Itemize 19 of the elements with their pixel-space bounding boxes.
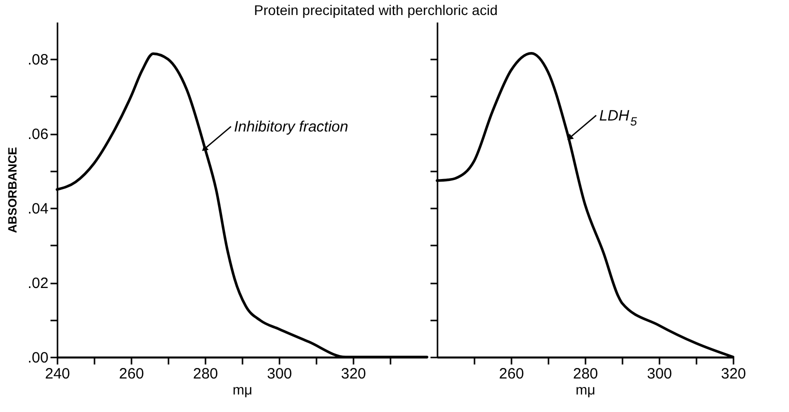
x-tick-label: 260	[498, 366, 524, 382]
x-tick-label: 260	[118, 366, 144, 382]
x-tick-label: 280	[192, 366, 218, 382]
x-tick-label: 300	[266, 366, 292, 382]
annotation: Inhibitory fraction	[234, 118, 348, 136]
y-tick-label: .02	[28, 275, 48, 292]
chart-title: Protein precipitated with perchloric acid	[254, 2, 498, 18]
y-tick-label: .04	[28, 200, 48, 218]
y-axis-title: ABSORBANCE	[6, 146, 20, 234]
x-tick-label: 280	[572, 366, 598, 382]
x-tick-label: 320	[720, 366, 746, 382]
y-tick-label: .00	[28, 350, 48, 366]
x-tick-label: 240	[44, 366, 70, 382]
x-axis-title: mμ	[232, 382, 252, 398]
y-tick-label: .06	[28, 126, 48, 144]
x-tick-label: 320	[340, 366, 366, 382]
y-tick-label: .08	[28, 52, 48, 69]
x-tick-label: 300	[646, 366, 672, 382]
x-axis-title: mμ	[576, 382, 596, 398]
